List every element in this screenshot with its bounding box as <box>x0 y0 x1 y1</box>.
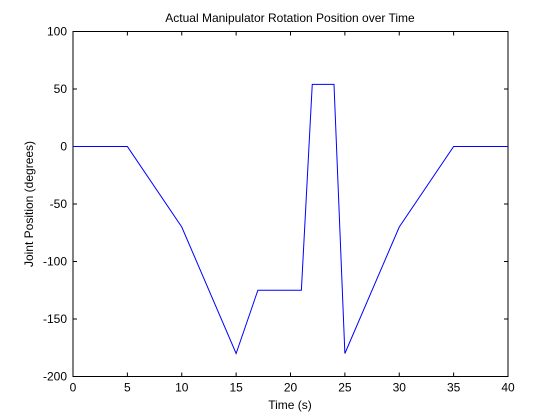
x-axis-tick-labels: 0 5 10 15 20 25 30 35 40 <box>70 381 515 395</box>
x-tick-label: 5 <box>124 381 131 395</box>
x-axis-label: Time (s) <box>268 398 312 412</box>
series-group <box>73 83 508 355</box>
y-axis-label: Joint Position (degrees) <box>22 141 36 267</box>
x-axis-ticks <box>72 31 509 377</box>
y-tick-label: -100 <box>43 255 67 269</box>
x-tick-label: 10 <box>175 381 189 395</box>
y-tick-label: 100 <box>47 25 67 39</box>
plot-area <box>72 31 509 377</box>
x-tick-label: 15 <box>229 381 243 395</box>
y-axis-tick-labels: -200 -150 -100 -50 0 50 100 <box>43 25 67 384</box>
y-tick-label: 50 <box>54 82 68 96</box>
x-tick-label: 20 <box>284 381 298 395</box>
y-tick-label: -200 <box>43 370 67 384</box>
x-tick-label: 25 <box>338 381 352 395</box>
y-tick-label: -50 <box>50 197 68 211</box>
x-tick-label: 30 <box>393 381 407 395</box>
x-tick-label: 0 <box>70 381 77 395</box>
x-tick-label: 35 <box>447 381 461 395</box>
x-tick-label: 40 <box>501 381 515 395</box>
y-tick-label: -150 <box>43 312 67 326</box>
series-line <box>73 83 508 355</box>
y-tick-label: 0 <box>60 140 67 154</box>
chart-title: Actual Manipulator Rotation Position ove… <box>165 11 415 25</box>
